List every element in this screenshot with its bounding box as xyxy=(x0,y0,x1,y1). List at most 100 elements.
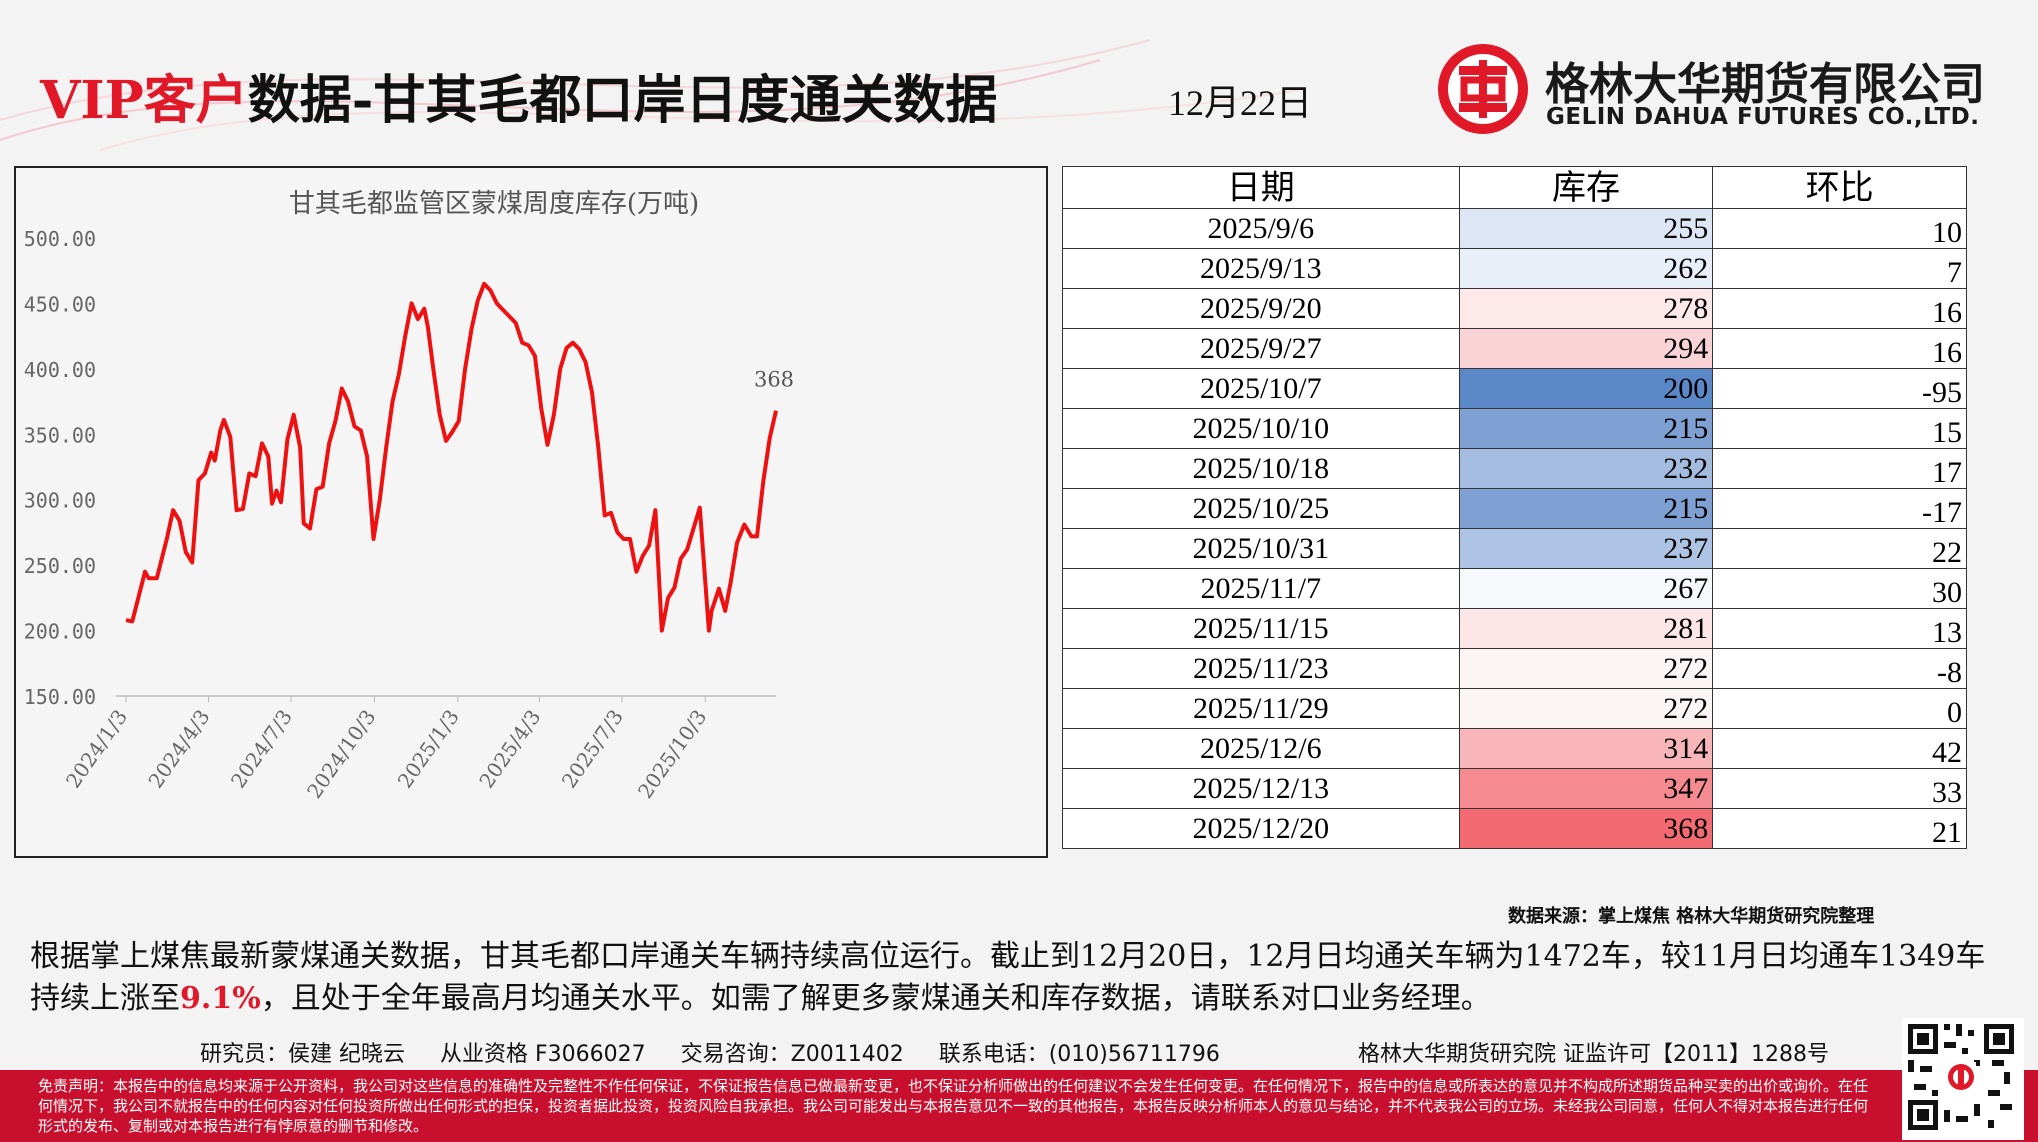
cell-inventory: 294 xyxy=(1458,328,1714,369)
cell-inventory: 255 xyxy=(1458,208,1714,249)
table-row: 2025/10/7 200 -95 xyxy=(1062,368,1967,409)
table-row: 2025/10/25 215 -17 xyxy=(1062,488,1967,529)
chart-title: 甘其毛都监管区蒙煤周度库存(万吨) xyxy=(289,189,699,219)
cell-inventory: 278 xyxy=(1458,288,1714,329)
cell-date: 2025/12/20 xyxy=(1062,808,1460,849)
table-row: 2025/11/23 272 -8 xyxy=(1062,648,1967,689)
cell-date: 2025/11/7 xyxy=(1062,568,1460,609)
cell-date: 2025/10/10 xyxy=(1062,408,1460,449)
summary-text-2: ，且处于全年最高月均通关水平。如需了解更多蒙煤通关和库存数据，请联系对口业务经理… xyxy=(260,981,1491,1016)
inventory-chart: 甘其毛都监管区蒙煤周度库存(万吨) 500.00 450.00 400.00 350.… xyxy=(14,166,1048,858)
y-tick-label: 500.00 xyxy=(24,227,96,251)
cell-change: -17 xyxy=(1712,488,1967,529)
contact-info: 研究员：侯建 纪晓云 从业资格 F3066027 交易咨询：Z0011402 联… xyxy=(200,1036,1248,1068)
series-group: 368 xyxy=(125,281,794,633)
table-row: 2025/9/13 262 7 xyxy=(1062,248,1967,289)
data-source: 数据来源：掌上煤焦 格林大华期货研究院整理 xyxy=(1508,906,1875,927)
cell-inventory: 314 xyxy=(1458,728,1714,769)
cell-change: 13 xyxy=(1712,608,1967,649)
y-tick-label: 250.00 xyxy=(24,554,96,578)
license-number: 从业资格 F3066027 xyxy=(440,1042,646,1067)
summary-highlight: 9.1% xyxy=(180,981,261,1016)
y-tick-label: 200.00 xyxy=(24,620,96,644)
vip-label: VIP客户 xyxy=(40,70,248,131)
cell-change: 0 xyxy=(1712,688,1967,729)
cell-inventory: 200 xyxy=(1458,368,1714,409)
cell-date: 2025/10/18 xyxy=(1062,448,1460,489)
cell-inventory: 368 xyxy=(1458,808,1714,849)
y-tick-label: 150.00 xyxy=(24,685,96,709)
page-title: VIP客户数据-甘其毛都口岸日度通关数据 xyxy=(40,58,997,133)
cell-inventory: 267 xyxy=(1458,568,1714,609)
cell-change: 15 xyxy=(1712,408,1967,449)
x-tick-label: 2024/4/3 xyxy=(143,705,214,792)
cell-inventory: 262 xyxy=(1458,248,1714,289)
y-axis: 500.00 450.00 400.00 350.00 300.00 250.00 200.… xyxy=(24,227,96,709)
table-body: 2025/9/6 255 10 2025/9/13 262 7 2025/9/20 278 16… xyxy=(1062,208,1967,849)
company-name-en: GELIN DAHUA FUTURES CO.,LTD. xyxy=(1546,104,1980,130)
y-tick-label: 300.00 xyxy=(24,489,96,513)
x-axis: 2024/1/3 2024/4/3 2024/7/3 2024/10/3 2025/1/… xyxy=(61,695,776,803)
y-tick-label: 450.00 xyxy=(24,292,96,316)
cell-inventory: 232 xyxy=(1458,448,1714,489)
report-date: 12月22日 xyxy=(1168,83,1313,123)
header: VIP客户数据-甘其毛都口岸日度通关数据 12月22日 格林大华期货有限公司 G… xyxy=(0,0,2038,160)
table-row: 2025/11/15 281 13 xyxy=(1062,608,1967,649)
consult-number: 交易咨询：Z0011402 xyxy=(680,1042,904,1067)
cell-date: 2025/12/13 xyxy=(1062,768,1460,809)
table-row: 2025/10/18 232 17 xyxy=(1062,448,1967,489)
qr-code-icon xyxy=(1902,1018,2024,1140)
cell-change: 7 xyxy=(1712,248,1967,289)
cell-inventory: 281 xyxy=(1458,608,1714,649)
table-row: 2025/12/20 368 21 xyxy=(1062,808,1967,849)
y-tick-label: 350.00 xyxy=(24,423,96,447)
col-header-inventory: 库存 xyxy=(1458,166,1714,209)
cell-inventory: 215 xyxy=(1458,408,1714,449)
company-name-cn: 格林大华期货有限公司 xyxy=(1545,59,1985,110)
cell-inventory: 272 xyxy=(1458,688,1714,729)
cell-change: 21 xyxy=(1712,808,1967,849)
table-row: 2025/10/10 215 15 xyxy=(1062,408,1967,449)
table-row: 2025/12/6 314 42 xyxy=(1062,728,1967,769)
table-row: 2025/12/13 347 33 xyxy=(1062,768,1967,809)
cell-date: 2025/11/23 xyxy=(1062,648,1460,689)
researcher-names: 研究员：侯建 纪晓云 xyxy=(200,1042,405,1067)
phone-number: 联系电话：(010)56711796 xyxy=(938,1042,1220,1067)
cell-inventory: 215 xyxy=(1458,488,1714,529)
company-logo-icon xyxy=(1438,44,1528,134)
title-text: 数据-甘其毛都口岸日度通关数据 xyxy=(247,70,998,131)
x-tick-label: 2024/10/3 xyxy=(302,705,380,803)
cell-change: 16 xyxy=(1712,328,1967,369)
table-row: 2025/10/31 237 22 xyxy=(1062,528,1967,569)
cell-date: 2025/9/13 xyxy=(1062,248,1460,289)
table-row: 2025/11/7 267 30 xyxy=(1062,568,1967,609)
cell-inventory: 347 xyxy=(1458,768,1714,809)
cell-date: 2025/12/6 xyxy=(1062,728,1460,769)
cell-date: 2025/10/31 xyxy=(1062,528,1460,569)
x-tick-label: 2025/1/3 xyxy=(393,705,464,792)
cell-change: 30 xyxy=(1712,568,1967,609)
cell-date: 2025/10/7 xyxy=(1062,368,1460,409)
cell-change: -8 xyxy=(1712,648,1967,689)
table-row: 2025/9/20 278 16 xyxy=(1062,288,1967,329)
last-value-label: 368 xyxy=(754,368,794,392)
disclaimer-bar: 免责声明：本报告中的信息均来源于公开资料，我公司对这些信息的准确性及完整性不作任… xyxy=(0,1070,2038,1142)
cell-date: 2025/9/20 xyxy=(1062,288,1460,329)
table-header-row: 日期 库存 环比 xyxy=(1062,166,1967,209)
cell-change: 42 xyxy=(1712,728,1967,769)
institute-license: 格林大华期货研究院 证监许可【2011】1288号 xyxy=(1358,1042,1829,1067)
cell-date: 2025/9/27 xyxy=(1062,328,1460,369)
summary-text-1: 根据掌上煤焦最新蒙煤通关数据，甘其毛都口岸通关车辆持续高位运行。截止到12月20… xyxy=(30,939,1986,1016)
disclaimer-text: 免责声明：本报告中的信息均来源于公开资料，我公司对这些信息的准确性及完整性不作任… xyxy=(38,1077,1869,1135)
cell-inventory: 237 xyxy=(1458,528,1714,569)
header-decoration xyxy=(0,39,1301,151)
table-row: 2025/11/29 272 0 xyxy=(1062,688,1967,729)
table-row: 2025/9/6 255 10 xyxy=(1062,208,1967,249)
cell-change: 33 xyxy=(1712,768,1967,809)
x-tick-label: 2024/7/3 xyxy=(226,705,297,792)
x-tick-label: 2024/1/3 xyxy=(61,705,132,792)
cell-date: 2025/11/15 xyxy=(1062,608,1460,649)
summary-paragraph: 根据掌上煤焦最新蒙煤通关数据，甘其毛都口岸通关车辆持续高位运行。截止到12月20… xyxy=(30,936,2010,1020)
cell-change: 10 xyxy=(1712,208,1967,249)
cell-inventory: 272 xyxy=(1458,648,1714,689)
